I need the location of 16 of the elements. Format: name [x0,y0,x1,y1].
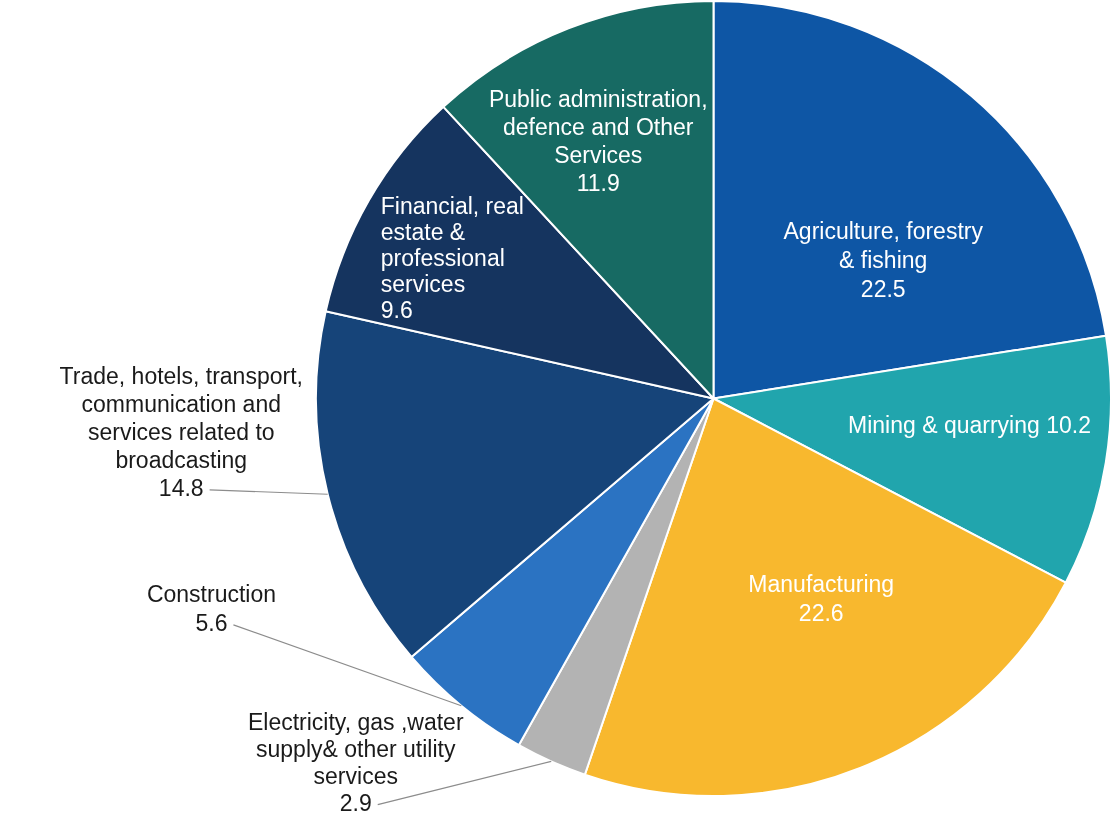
data-label: 22.6 [798,599,844,626]
slice-label: Public administration, defence and Other Services [488,85,708,168]
slice-label: Electricity, gas ,water supply& other utility services [247,709,464,790]
data-label: 14.8 [158,475,204,502]
data-label: 9.6 [380,296,413,323]
slice-label: Trade, hotels, transport, communication and services related to broadcasting [59,363,303,474]
data-label: 10.2 [1046,412,1091,439]
slice-label: Manufacturing [748,570,895,597]
data-label: 2.9 [339,790,372,817]
data-label: 22.5 [860,275,906,302]
slice-label: Mining & quarrying [848,412,1040,439]
data-label: 5.6 [195,610,228,637]
slice-label: Agriculture, forestry & fishing [783,217,984,273]
slice-label: Financial, real estate & professional services [380,192,524,297]
data-label: 11.9 [576,169,620,196]
slice-label: Construction [146,581,277,608]
